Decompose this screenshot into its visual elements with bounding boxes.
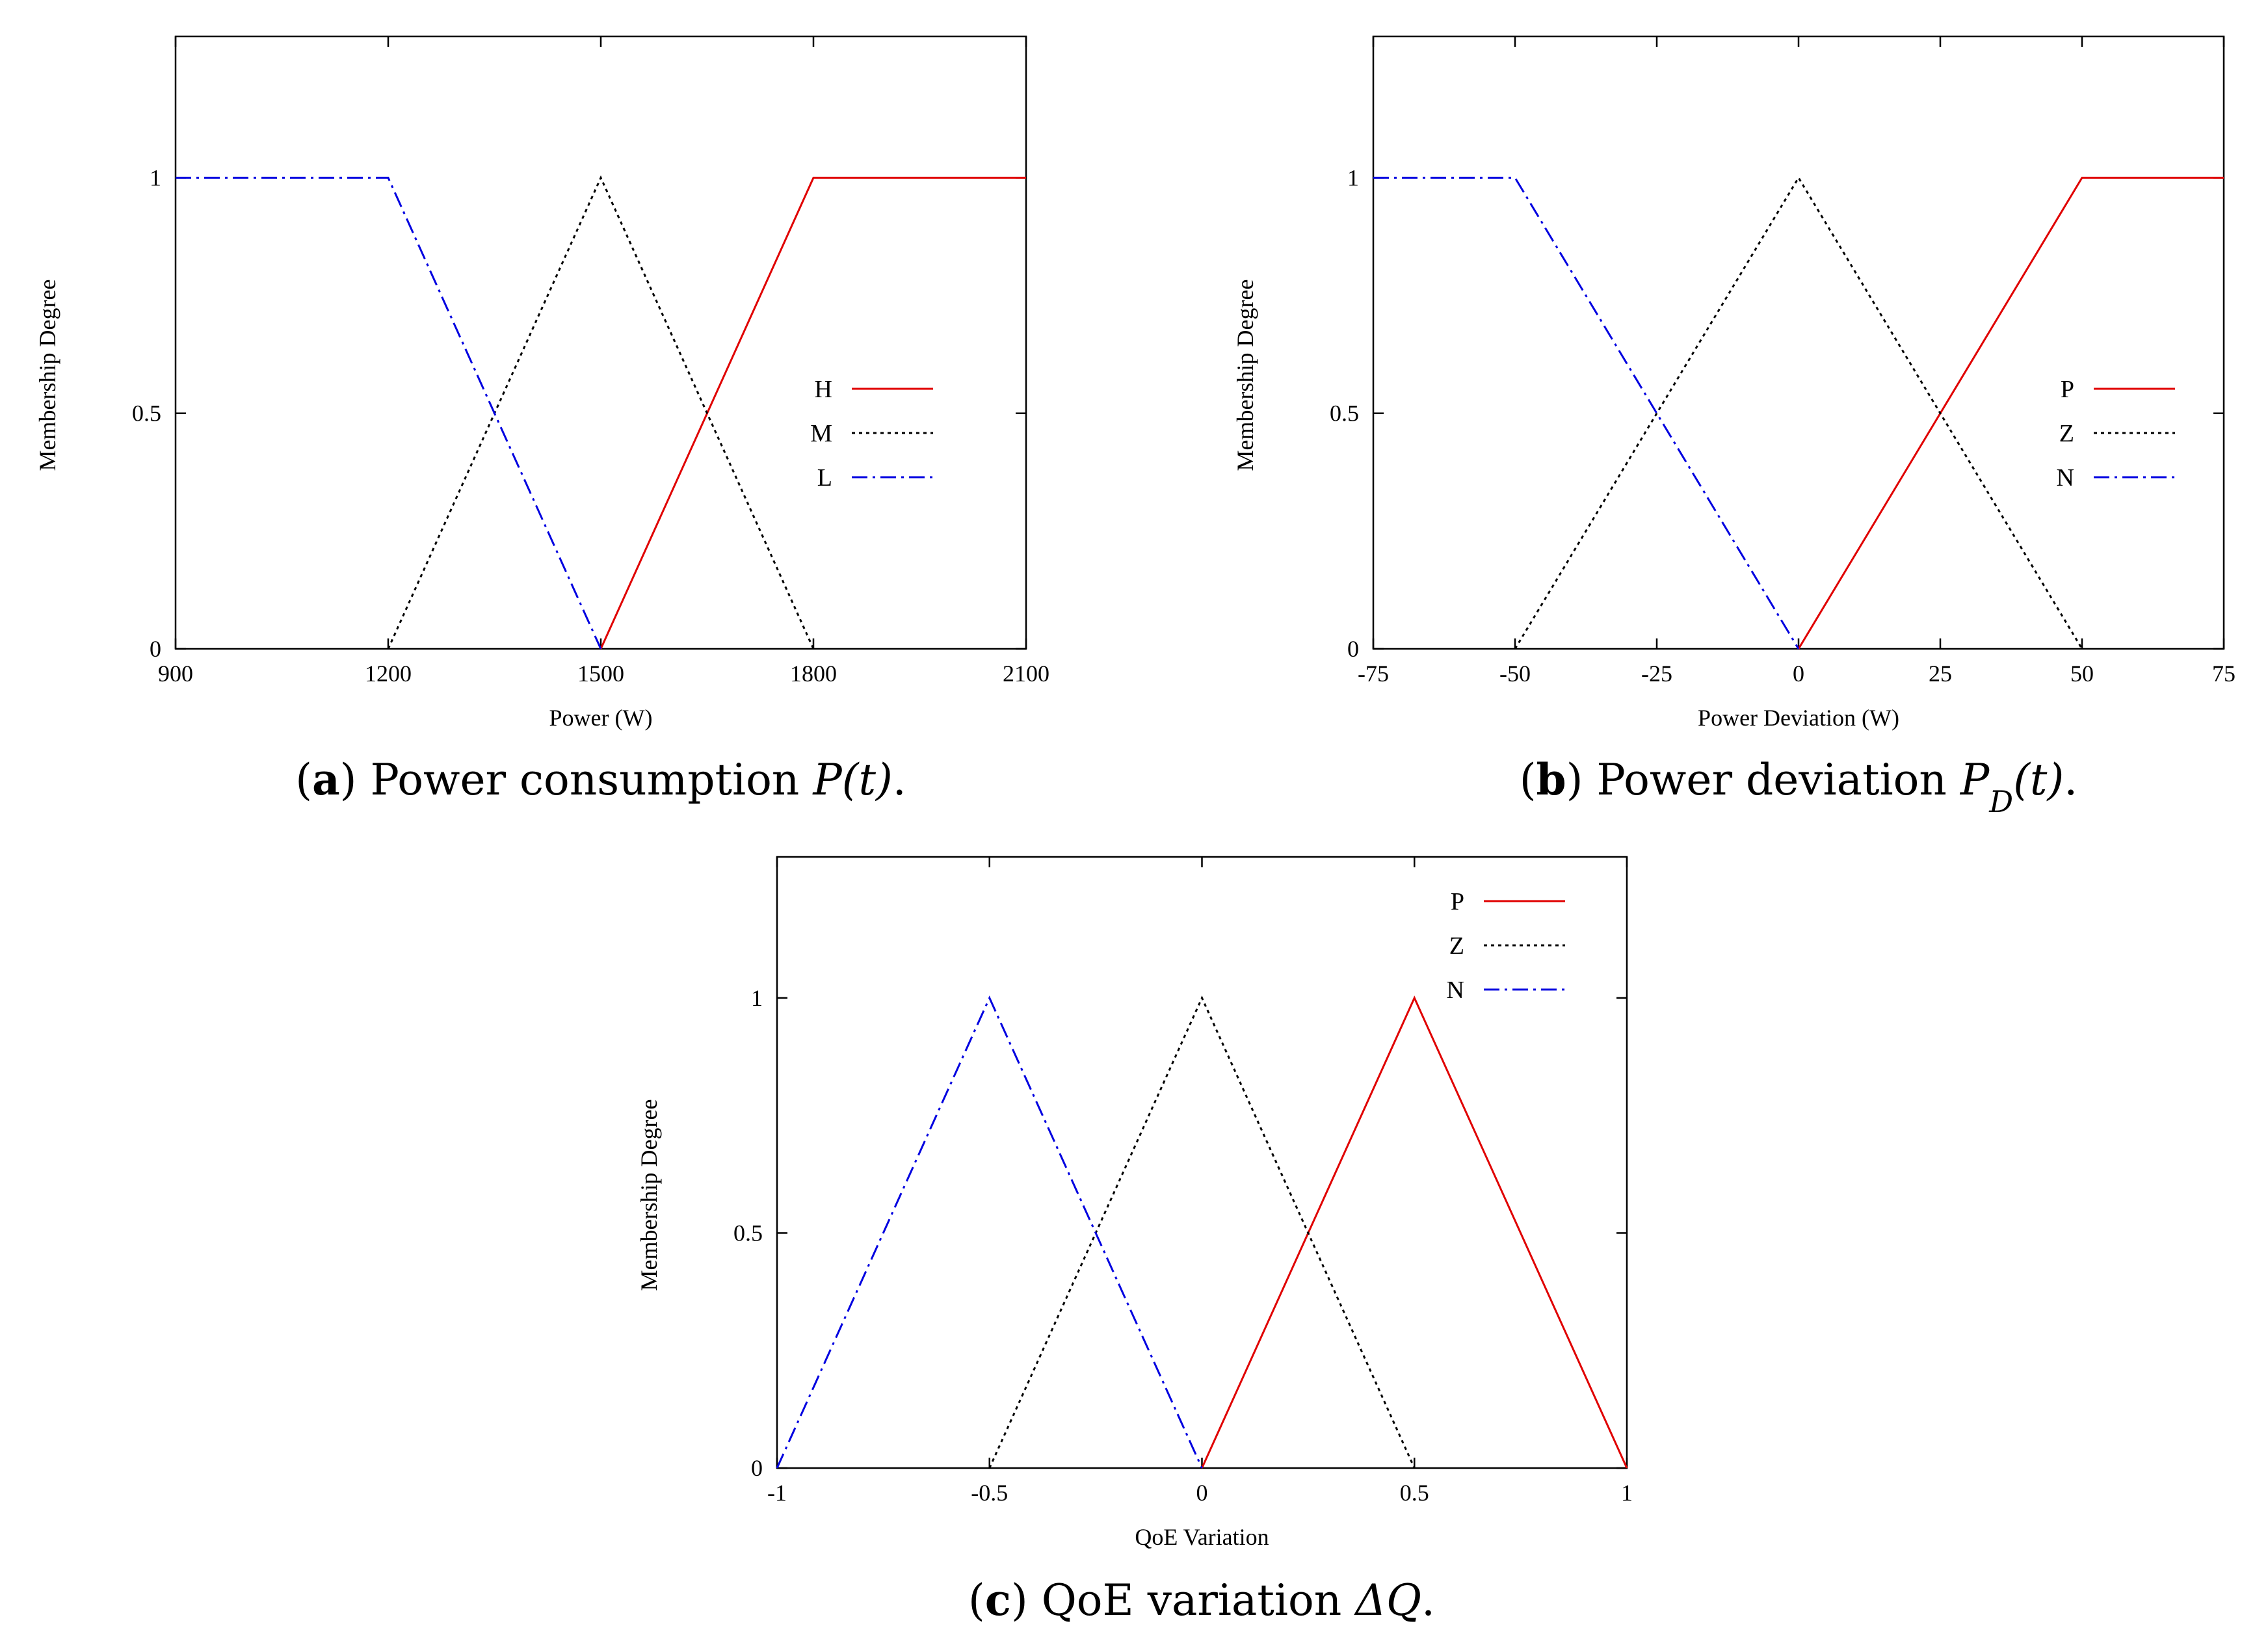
- y-tick-label: 1: [751, 985, 763, 1011]
- x-tick-label: 1200: [365, 661, 412, 687]
- y-axis-label: Membership Degree: [636, 1099, 662, 1291]
- series-line-m: [387, 175, 815, 650]
- series-line-z: [1514, 176, 2083, 650]
- plot-frame: [174, 35, 1027, 650]
- caption-letter: a: [312, 754, 340, 805]
- caption-end: .: [2064, 755, 2077, 805]
- legend-label: N: [2057, 464, 2074, 492]
- legend-label: P: [2061, 376, 2074, 403]
- plot-frame: [776, 856, 1628, 1469]
- figure-caption: (c) QoE variation ΔQ.: [968, 1575, 1435, 1625]
- x-tick-label: 0.5: [1400, 1480, 1429, 1506]
- y-tick-label: 0: [751, 1455, 763, 1481]
- legend-label: H: [815, 376, 832, 403]
- legend-label: N: [1447, 977, 1464, 1004]
- plot-frame: [1372, 35, 2225, 650]
- series-line-z: [988, 995, 1416, 1469]
- legend-label: P: [1451, 888, 1464, 915]
- y-tick-label: 0.5: [132, 400, 161, 427]
- x-tick-label: -50: [1499, 661, 1531, 687]
- x-tick-label: 1500: [577, 661, 624, 687]
- figure-caption: (a) Power consumption P(t).: [295, 754, 906, 805]
- x-tick-label: -75: [1358, 661, 1389, 687]
- caption-text: QoE variation: [1028, 1575, 1355, 1625]
- x-tick-label: 0: [1793, 661, 1804, 687]
- caption-close: ): [1011, 1575, 1028, 1625]
- series-line-l: [176, 176, 602, 650]
- caption-open: (: [968, 1575, 985, 1625]
- y-tick-label: 0.5: [1330, 400, 1359, 427]
- figure-caption: (b) Power deviation PD(t).: [1520, 754, 2077, 819]
- legend-label: Z: [2059, 420, 2074, 447]
- x-tick-label: 1800: [790, 661, 837, 687]
- caption-end: .: [893, 755, 906, 805]
- caption-math-tail: (t): [2013, 755, 2064, 805]
- x-tick-label: -0.5: [971, 1480, 1008, 1506]
- series-line-p: [1201, 995, 1628, 1469]
- x-axis-label: Power Deviation (W): [1698, 705, 1899, 731]
- y-tick-label: 1: [150, 164, 161, 190]
- caption-math-tail: (t): [842, 755, 893, 805]
- x-tick-label: 1: [1621, 1480, 1633, 1506]
- caption-end: .: [1421, 1575, 1435, 1625]
- x-tick-label: -1: [767, 1480, 787, 1506]
- y-tick-label: 0: [150, 636, 161, 662]
- series-line-n: [1373, 176, 1800, 650]
- y-tick-label: 1: [1347, 164, 1359, 190]
- caption-open: (: [1520, 755, 1536, 805]
- series-line-n: [776, 995, 1203, 1469]
- caption-close: ): [1566, 755, 1583, 805]
- legend-label: Z: [1449, 932, 1464, 960]
- x-axis-label: QoE Variation: [1135, 1524, 1269, 1550]
- caption-text: Power consumption: [357, 755, 813, 805]
- x-axis-label: Power (W): [549, 705, 653, 731]
- caption-letter: b: [1536, 754, 1566, 805]
- caption-math: P: [1960, 755, 1990, 805]
- x-tick-label: 75: [2212, 661, 2235, 687]
- x-tick-label: -25: [1641, 661, 1672, 687]
- caption-math: P: [812, 755, 843, 805]
- legend-label: L: [817, 464, 832, 492]
- x-tick-label: 2100: [1003, 661, 1049, 687]
- caption-letter: c: [985, 1575, 1011, 1625]
- x-tick-label: 0: [1196, 1480, 1208, 1506]
- series-line-h: [600, 176, 1026, 650]
- caption-text: Power deviation: [1583, 755, 1960, 805]
- legend-label: M: [810, 420, 832, 447]
- chart-2: -1 -0.5 0 0.5 1 0 0.5 1 QoE Variation Membership …: [636, 856, 1633, 1625]
- y-axis-label: Membership Degree: [1232, 280, 1258, 471]
- chart-0: 900 1200 1500 1800 2100 0 0.5 1 Power (W) Members…: [34, 35, 1049, 805]
- y-tick-label: 0.5: [733, 1220, 763, 1246]
- chart-1: -75 -50 -25 0 25 50 75 0 0.5 1 Power Deviation (W)…: [1232, 35, 2235, 819]
- caption-math-sub: D: [1988, 784, 2013, 819]
- y-axis-label: Membership Degree: [34, 280, 60, 471]
- caption-open: (: [295, 755, 312, 805]
- y-tick-label: 0: [1347, 636, 1359, 662]
- caption-close: ): [340, 755, 357, 805]
- x-tick-label: 900: [158, 661, 193, 687]
- x-tick-label: 50: [2070, 661, 2094, 687]
- series-line-p: [1797, 176, 2224, 650]
- caption-math: ΔQ: [1353, 1575, 1421, 1625]
- x-tick-label: 25: [1929, 661, 1952, 687]
